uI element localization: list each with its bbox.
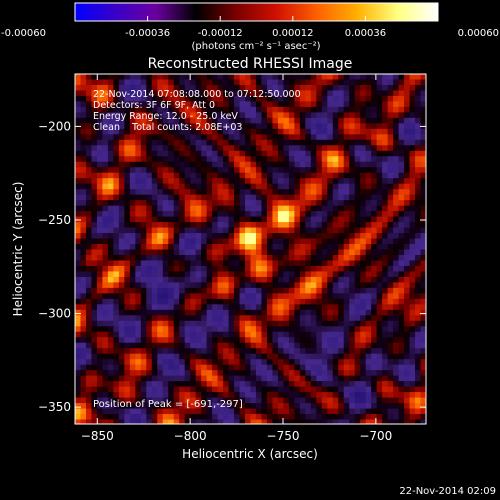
plot-title: Reconstructed RHESSI Image (148, 56, 353, 72)
annotation-peak: Position of Peak = [-691,-297] (93, 399, 243, 410)
colorbar-tick-label: -0.00036 (125, 28, 170, 39)
colorbar (74, 2, 439, 22)
y-tick-label: −200 (38, 119, 71, 133)
y-axis-label: Heliocentric Y (arcsec) (11, 182, 25, 317)
colorbar-tick-label: 0.00060 (458, 28, 499, 39)
colorbar-tick-label: -0.00060 (1, 28, 46, 39)
colorbar-tick-label: 0.00012 (272, 28, 313, 39)
x-tick-label: −700 (359, 429, 392, 443)
y-axis-ticks: −200 −250 −300 −350 (38, 119, 426, 414)
reconstructed-image (75, 74, 426, 424)
colorbar-tick-label: 0.00036 (345, 28, 386, 39)
annotation-clean: Clean Total counts: 2.08E+03 (93, 122, 242, 133)
plot-frame (74, 73, 427, 425)
y-tick-label: −250 (38, 213, 71, 227)
annotation-time-range: 22-Nov-2014 07:08:08.000 to 07:12:50.000 (93, 89, 301, 100)
x-axis-ticks: −850 −800 −750 −700 (81, 74, 392, 443)
x-axis-label: Heliocentric X (arcsec) (182, 447, 318, 461)
colorbar-units: (photons cm⁻² s⁻¹ asec⁻²) (191, 41, 320, 52)
footer-timestamp: 22-Nov-2014 02:09 (399, 486, 496, 497)
annotation-detectors: Detectors: 3F 6F 9F, Att 0 (93, 100, 215, 111)
y-tick-label: −350 (38, 400, 71, 414)
y-tick-label: −300 (38, 307, 71, 321)
annotation-energy: Energy Range: 12.0 - 25.0 keV (93, 111, 238, 122)
x-tick-label: −800 (174, 429, 207, 443)
info-annotations: 22-Nov-2014 07:08:08.000 to 07:12:50.000… (93, 89, 301, 410)
colorbar-ticks: -0.00060 -0.00036 -0.00012 0.00012 0.00036 0.… (1, 16, 499, 39)
colorbar-tick-label: -0.00012 (198, 28, 243, 39)
x-tick-label: −750 (267, 429, 300, 443)
x-tick-label: −850 (81, 429, 114, 443)
